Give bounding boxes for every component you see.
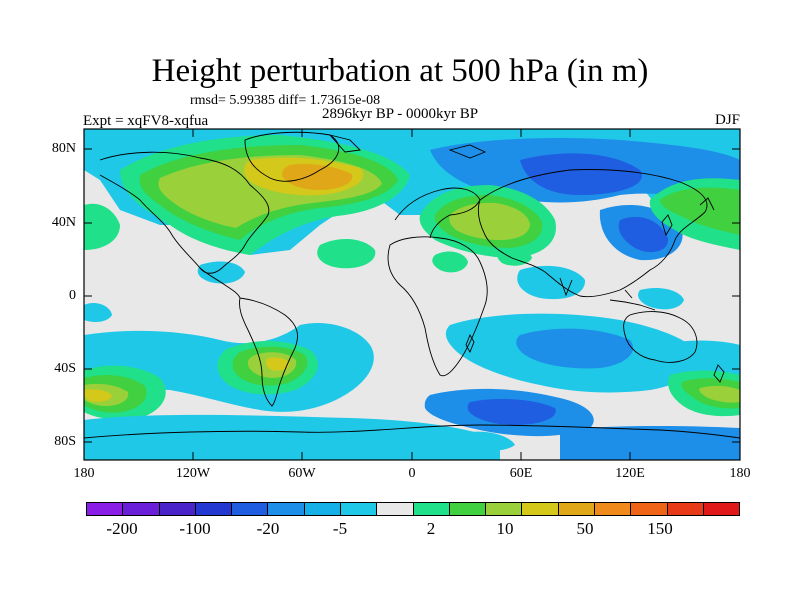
colorbar-label: -20 [256, 519, 280, 538]
colorbar-swatch-12 [522, 503, 559, 515]
colorbar-swatch-15 [631, 503, 668, 515]
colorbar-label: -5 [332, 519, 348, 538]
shade-asia-blue [520, 153, 642, 195]
colorbar-swatch-16 [667, 503, 704, 515]
colorbar-label: -200 [106, 519, 138, 538]
map-title: Height perturbation at 500 hPa (in m) [151, 53, 649, 89]
colorbar-swatch-10 [449, 503, 487, 515]
colorbar-swatch-7 [340, 503, 378, 515]
lat-tick-0: 0 [69, 288, 76, 303]
colorbar [86, 502, 740, 516]
season-label: DJF [714, 112, 740, 128]
colorbar-swatch-11 [486, 503, 523, 515]
colorbar-swatch-14 [594, 503, 632, 515]
colorbar-swatch-2 [159, 503, 196, 515]
lat-tick-80s: 80S [54, 434, 76, 449]
lat-tick-80n: 80N [51, 141, 76, 156]
lat-tick-40n: 40N [51, 215, 76, 230]
colorbar-label: 2 [426, 519, 436, 538]
experiment-label: Expt = xqFV8-xqfua [83, 113, 209, 129]
field-shading [84, 129, 740, 460]
lon-tick-120e: 120E [615, 466, 645, 481]
colorbar-label: 150 [647, 519, 673, 538]
colorbar-swatch-0 [87, 503, 124, 515]
lon-tick-60w: 60W [288, 466, 316, 481]
lon-tick-60e: 60E [509, 466, 533, 481]
colorbar-swatch-9 [413, 503, 450, 515]
lon-tick-0: 0 [408, 466, 416, 481]
colorbar-label: -100 [179, 519, 211, 538]
stats-line: rmsd= 5.99385 diff= 1.73615e-08 [190, 93, 381, 108]
coastlines [84, 131, 740, 439]
lat-tick-40s: 40S [54, 361, 76, 376]
lon-tick-180w: 180 [73, 466, 95, 481]
colorbar-swatch-5 [268, 503, 305, 515]
colorbar-swatch-1 [123, 503, 160, 515]
colorbar-swatch-6 [304, 503, 341, 515]
axis-ticks [83, 129, 741, 460]
colorbar-label: 10 [496, 519, 514, 538]
colorbar-label: 50 [576, 519, 594, 538]
period-label: 2896kyr BP - 0000kyr BP [322, 106, 479, 122]
colorbar-swatch-8 [377, 503, 414, 515]
colorbar-swatch-13 [558, 503, 595, 515]
colorbar-swatch-4 [232, 503, 269, 515]
colorbar-swatch-17 [703, 503, 740, 515]
lon-tick-180e: 180 [729, 466, 751, 481]
lon-tick-120w: 120W [175, 466, 211, 481]
colorbar-swatch-3 [195, 503, 233, 515]
